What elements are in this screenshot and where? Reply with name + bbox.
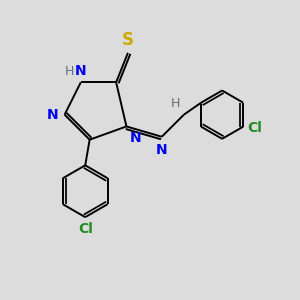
- Text: Cl: Cl: [78, 221, 93, 236]
- Text: S: S: [122, 31, 134, 49]
- Text: H: H: [65, 65, 74, 78]
- Text: N: N: [130, 131, 142, 145]
- Text: N: N: [74, 64, 86, 78]
- Text: N: N: [156, 143, 168, 157]
- Text: N: N: [47, 108, 59, 122]
- Text: Cl: Cl: [248, 121, 262, 135]
- Text: H: H: [170, 97, 180, 110]
